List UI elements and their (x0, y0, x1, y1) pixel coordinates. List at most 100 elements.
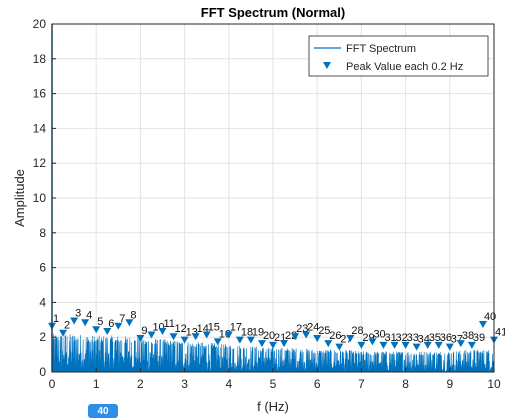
peak-marker (379, 341, 388, 349)
peak-marker (103, 327, 112, 335)
peak-label: 20 (263, 330, 275, 342)
peak-label: 6 (108, 318, 114, 330)
peak-label: 24 (307, 321, 319, 333)
y-tick-label: 6 (39, 261, 46, 275)
peak-label: 22 (285, 330, 297, 342)
peak-label: 28 (351, 325, 363, 337)
peak-label: 1 (53, 313, 59, 325)
peak-label: 19 (252, 327, 264, 339)
x-tick-labels: 0 1 2 3 4 5 6 7 8 9 10 (49, 368, 501, 391)
notification-badge[interactable]: 40 (88, 404, 118, 418)
peak-marker (412, 343, 421, 351)
peak-label: 30 (373, 328, 385, 340)
x-axis-label: f (Hz) (257, 399, 289, 414)
peak-marker (202, 331, 211, 339)
x-tick-label: 0 (49, 377, 56, 391)
peak-marker (224, 331, 233, 339)
peak-marker (291, 333, 300, 341)
peak-marker (269, 341, 277, 349)
peak-marker (246, 336, 255, 344)
legend-marker-label: Peak Value each 0.2 Hz (346, 61, 463, 73)
peak-label: 15 (208, 321, 220, 333)
peak-label: 40 (484, 311, 496, 323)
peak-marker (368, 338, 377, 346)
peak-label: 39 (473, 332, 485, 344)
peak-marker (313, 334, 322, 342)
peak-label: 12 (175, 323, 187, 335)
peak-label: 38 (462, 330, 474, 342)
y-tick-label: 12 (33, 156, 47, 170)
peak-label: 16 (219, 328, 231, 340)
peak-label: 7 (119, 313, 125, 325)
y-axis-label: Amplitude (12, 169, 27, 227)
peak-marker (213, 338, 222, 346)
y-tick-labels: 0 2 4 6 8 10 12 14 16 18 20 (33, 17, 56, 379)
peak-marker (302, 331, 311, 339)
peak-marker (401, 341, 410, 349)
y-tick-label: 0 (39, 365, 46, 379)
peak-marker (81, 319, 90, 327)
peak-label: 35 (429, 332, 441, 344)
y-tick-label: 20 (33, 17, 47, 31)
peak-label: 8 (130, 309, 136, 321)
y-tick-label: 14 (33, 121, 47, 135)
grid-lines (52, 24, 494, 372)
peak-marker (92, 326, 101, 334)
peak-label: 9 (141, 325, 147, 337)
peak-marker (456, 340, 465, 348)
x-tick-label: 10 (487, 377, 501, 391)
peak-marker (280, 340, 289, 348)
legend-box (308, 35, 489, 77)
x-tick-label: 2 (137, 377, 144, 391)
peak-marker (169, 333, 178, 341)
peak-marker (423, 341, 432, 349)
peak-marker (235, 336, 244, 344)
peak-marker (180, 336, 189, 344)
peak-label: 41 (495, 327, 505, 339)
peak-marker (445, 343, 454, 351)
peak-marker (390, 341, 399, 349)
chart-title: FFT Spectrum (Normal) (201, 5, 345, 20)
peak-marker (158, 327, 167, 335)
x-tick-label: 8 (402, 377, 409, 391)
legend-line-label: FFT Spectrum (346, 43, 416, 55)
peak-marker (125, 319, 134, 327)
peak-label: 4 (86, 309, 92, 321)
x-tick-label: 7 (358, 377, 365, 391)
x-tick-label: 5 (270, 377, 277, 391)
peak-label: 31 (385, 332, 397, 344)
peak-marker (357, 341, 366, 349)
peak-label: 11 (164, 318, 175, 330)
x-tick-label: 3 (181, 377, 188, 391)
fft-spectrum-line (51, 333, 495, 374)
peak-marker (191, 333, 200, 341)
y-tick-label: 10 (33, 191, 47, 205)
peak-marker (324, 340, 333, 348)
peak-marker (114, 322, 123, 330)
peak-marker (434, 341, 443, 349)
peak-label: 5 (97, 316, 103, 328)
x-tick-label: 9 (446, 377, 453, 391)
peak-label: 36 (440, 332, 452, 344)
peak-marker (346, 334, 355, 342)
y-tick-label: 8 (39, 226, 46, 240)
legend-triangle-icon (323, 62, 331, 69)
peak-marker (147, 331, 156, 339)
peak-marker (467, 341, 476, 349)
peak-marker (70, 317, 79, 325)
y-tick-label: 18 (33, 52, 47, 66)
x-tick-label: 1 (93, 377, 100, 391)
peak-marker (335, 343, 344, 351)
peak-label: 2 (64, 320, 70, 332)
x-tick-label: 4 (225, 377, 232, 391)
peak-label: 17 (230, 321, 242, 333)
y-tick-label: 16 (33, 87, 47, 101)
y-tick-label: 4 (39, 295, 46, 309)
peak-label: 18 (241, 327, 253, 339)
peak-marker (136, 334, 145, 342)
peak-label: 32 (396, 332, 408, 344)
peak-marker (478, 321, 487, 329)
x-tick-label: 6 (314, 377, 321, 391)
peak-label: 3 (75, 308, 81, 320)
